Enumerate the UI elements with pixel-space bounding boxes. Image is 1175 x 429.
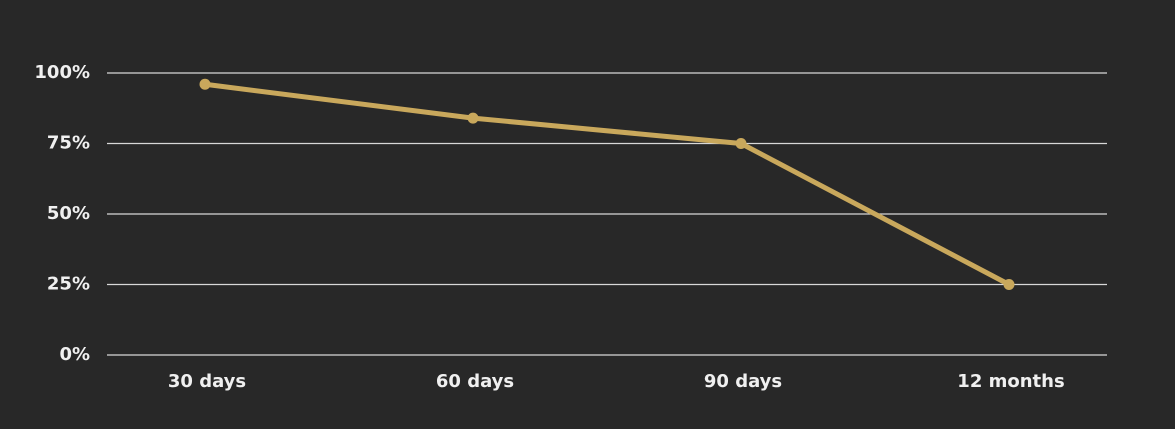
point — [735, 138, 747, 149]
point — [467, 112, 479, 124]
line — [204, 81, 1011, 287]
x-tick-label: 90 days — [704, 371, 782, 392]
y-tick-label: 0% — [59, 344, 90, 365]
y-tick-label: 50% — [47, 203, 90, 224]
x-tick-label: 12 months — [957, 371, 1064, 392]
y-tick-label: 25% — [47, 274, 90, 295]
y-tick-label: 100% — [34, 62, 90, 83]
point — [1003, 279, 1015, 290]
y-tick-label: 75% — [47, 133, 90, 154]
x-tick-label: 60 days — [436, 371, 514, 392]
point — [199, 78, 211, 90]
x-tick-label: 30 days — [168, 371, 246, 392]
